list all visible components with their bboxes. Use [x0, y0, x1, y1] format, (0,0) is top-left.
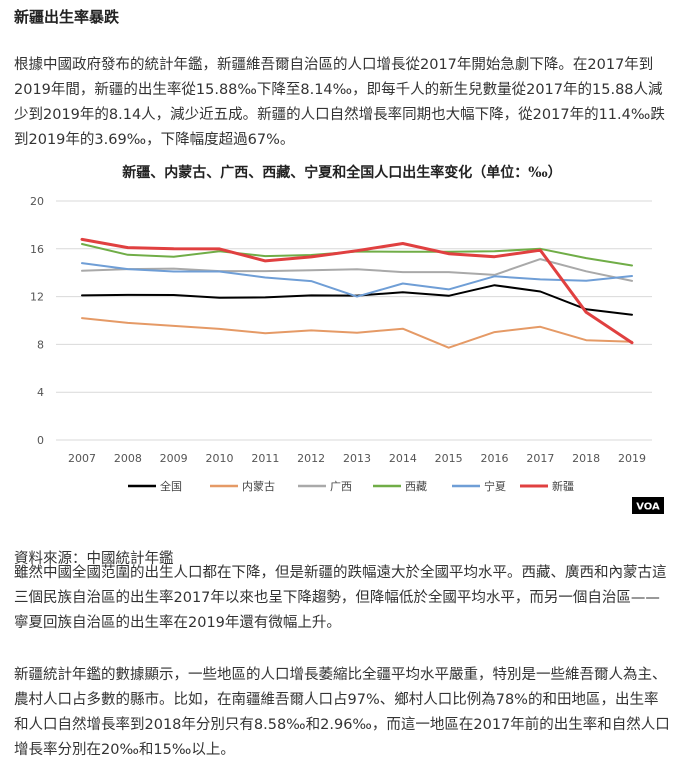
voa-logo-text: VOA	[636, 502, 660, 513]
x-tick-label: 2012	[297, 452, 325, 465]
x-tick-label: 2010	[206, 452, 234, 465]
x-tick-label: 2007	[68, 452, 96, 465]
birth-rate-line-chart: 0 4 8 12 16 20 2007 2008 2009 2010 2011 2012 2013 201…	[30, 195, 664, 514]
legend-label: 广西	[330, 480, 352, 493]
intro-paragraph: 根據中國政府發布的統計年鑑，新疆維吾爾自治區的人口增長從2017年開始急劇下降。…	[14, 57, 665, 148]
x-tick-label: 2018	[572, 452, 600, 465]
x-tick-label: 2014	[389, 452, 417, 465]
series-line-5	[80, 237, 634, 345]
chart-title: 新疆、内蒙古、广西、西藏、宁夏和全国人口出生率变化（单位：‰）	[122, 165, 562, 181]
y-tick-label: 0	[37, 434, 44, 447]
section-title: 新疆出生率暴跌	[14, 8, 120, 26]
x-tick-label: 2008	[114, 452, 142, 465]
voa-logo	[632, 497, 664, 514]
y-tick-label: 4	[37, 386, 44, 399]
y-tick-label: 16	[30, 243, 44, 256]
x-tick-label: 2013	[343, 452, 371, 465]
x-tick-label: 2019	[618, 452, 646, 465]
series-line-4	[81, 262, 633, 298]
legend-label: 内蒙古	[242, 479, 275, 493]
x-tick-label: 2017	[526, 452, 554, 465]
data-source: 資料來源：中國統計年鑑	[14, 551, 174, 567]
legend-label: 新疆	[552, 479, 574, 493]
x-tick-label: 2009	[160, 452, 188, 465]
x-tick-label: 2011	[251, 452, 279, 465]
x-tick-label: 2015	[435, 452, 463, 465]
comparison-paragraph: 雖然中國全國范圍的出生人口都在下降，但是新疆的跌幅遠大於全國平均水平。西藏、廣西…	[14, 565, 667, 631]
y-tick-label: 8	[37, 338, 44, 351]
x-tick-label: 2016	[481, 452, 509, 465]
y-tick-label: 12	[30, 291, 44, 304]
legend-label: 宁夏	[484, 479, 506, 493]
legend-label: 西藏	[405, 480, 427, 493]
series-line-2	[81, 258, 633, 282]
series-line-0	[81, 284, 633, 316]
statistics-paragraph: 新疆統計年鑑的數據顯示，一些地區的人口增長萎縮比全疆平均水平嚴重，特別是一些維吾…	[14, 667, 670, 758]
y-tick-label: 20	[30, 195, 44, 208]
legend-label: 全国	[160, 479, 182, 493]
series-line-1	[81, 317, 633, 349]
